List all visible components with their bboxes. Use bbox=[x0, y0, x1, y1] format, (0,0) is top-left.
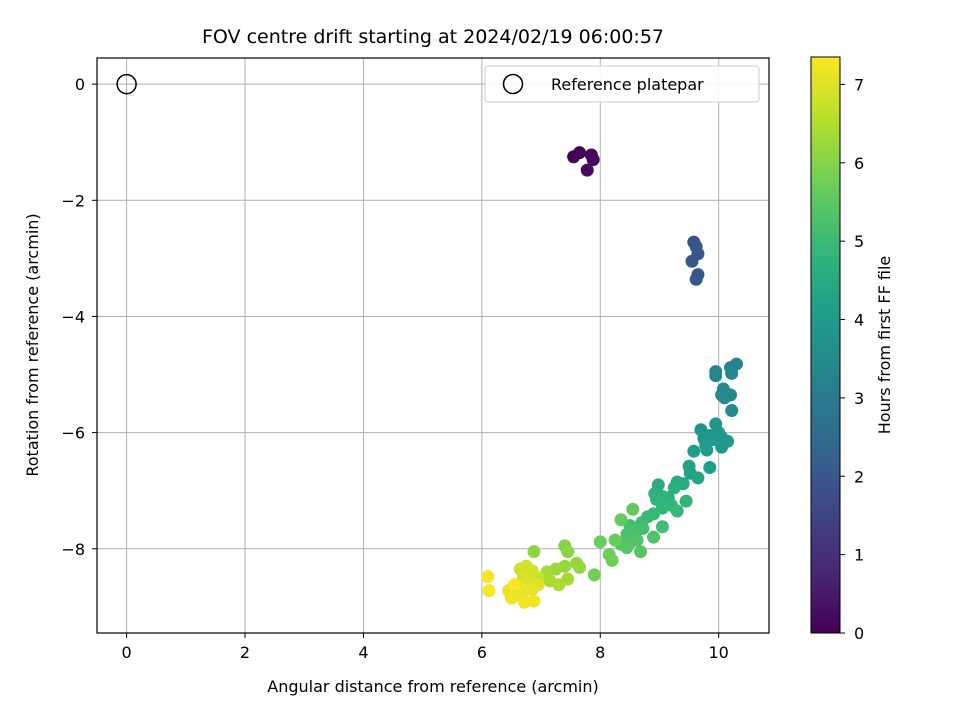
data-point bbox=[580, 163, 594, 177]
colorbar-tick-label: 3 bbox=[854, 389, 864, 408]
x-axis-label: Angular distance from reference (arcmin) bbox=[267, 677, 598, 696]
data-points bbox=[481, 146, 743, 609]
data-point bbox=[634, 545, 648, 559]
axis-ticks: 0 2 4 6 8 10 0 −2 −4 −6 −8 bbox=[61, 75, 728, 662]
y-tick-label: −8 bbox=[61, 540, 85, 559]
data-point bbox=[685, 254, 699, 268]
colorbar-ticks: 0 1 2 3 4 5 6 7 bbox=[840, 75, 864, 643]
y-tick-label: −4 bbox=[61, 307, 85, 326]
data-point bbox=[700, 443, 714, 457]
data-point bbox=[687, 444, 701, 458]
legend-box bbox=[484, 65, 760, 103]
data-point bbox=[626, 502, 640, 516]
data-point bbox=[679, 494, 693, 508]
legend-entry-reference: Reference platepar bbox=[551, 75, 704, 94]
y-tick-label: −2 bbox=[61, 191, 85, 210]
colorbar-tick-label: 5 bbox=[854, 232, 864, 251]
data-point bbox=[703, 460, 717, 474]
reference-marker-layer bbox=[116, 73, 137, 95]
y-tick-label: 0 bbox=[75, 75, 85, 94]
colorbar-label: Hours from first FF file bbox=[875, 256, 894, 435]
chart-title: FOV centre drift starting at 2024/02/19 … bbox=[202, 26, 664, 48]
plot-frame bbox=[96, 57, 770, 634]
data-point bbox=[561, 545, 575, 559]
data-point bbox=[689, 272, 703, 286]
y-axis-label: Rotation from reference (arcmin) bbox=[23, 213, 42, 476]
data-point bbox=[725, 366, 739, 380]
colorbar-tick-label: 2 bbox=[854, 467, 864, 486]
colorbar-tick-label: 7 bbox=[854, 75, 864, 94]
data-point bbox=[527, 594, 541, 608]
legend-reference-marker-icon bbox=[502, 73, 524, 95]
colorbar-tick-label: 0 bbox=[854, 624, 864, 643]
data-point bbox=[670, 504, 684, 518]
data-point bbox=[691, 471, 705, 485]
x-tick-label: 8 bbox=[595, 643, 605, 662]
colorbar-tick-label: 1 bbox=[854, 546, 864, 565]
data-point bbox=[586, 153, 600, 167]
x-tick-label: 10 bbox=[708, 643, 728, 662]
data-point bbox=[552, 578, 566, 592]
data-point bbox=[608, 533, 622, 547]
data-point bbox=[482, 584, 496, 598]
data-point bbox=[614, 513, 628, 527]
reference-platepar-marker bbox=[116, 73, 137, 95]
data-point bbox=[525, 564, 539, 578]
data-point bbox=[573, 560, 587, 574]
colorbar-tick-label: 6 bbox=[854, 154, 864, 173]
data-point bbox=[655, 520, 669, 534]
x-tick-label: 2 bbox=[240, 643, 250, 662]
data-point bbox=[709, 369, 723, 383]
data-point bbox=[725, 404, 739, 418]
x-tick-label: 4 bbox=[358, 643, 368, 662]
x-tick-label: 0 bbox=[122, 643, 132, 662]
data-point bbox=[517, 595, 531, 609]
data-point bbox=[507, 578, 521, 592]
data-point bbox=[715, 440, 729, 454]
data-point bbox=[647, 530, 661, 544]
data-point bbox=[593, 535, 607, 549]
data-point bbox=[481, 570, 495, 584]
data-point bbox=[667, 481, 681, 495]
data-point bbox=[587, 568, 601, 582]
data-point bbox=[620, 541, 634, 555]
grid bbox=[97, 58, 769, 633]
data-point bbox=[504, 591, 518, 605]
data-point bbox=[605, 553, 619, 567]
colorbar bbox=[810, 56, 841, 634]
data-point bbox=[718, 391, 732, 405]
x-tick-label: 6 bbox=[477, 643, 487, 662]
data-point bbox=[527, 545, 541, 559]
colorbar-tick-label: 4 bbox=[854, 311, 864, 330]
legend: Reference platepar bbox=[484, 65, 760, 103]
y-tick-label: −6 bbox=[61, 424, 85, 443]
data-point bbox=[573, 146, 587, 160]
